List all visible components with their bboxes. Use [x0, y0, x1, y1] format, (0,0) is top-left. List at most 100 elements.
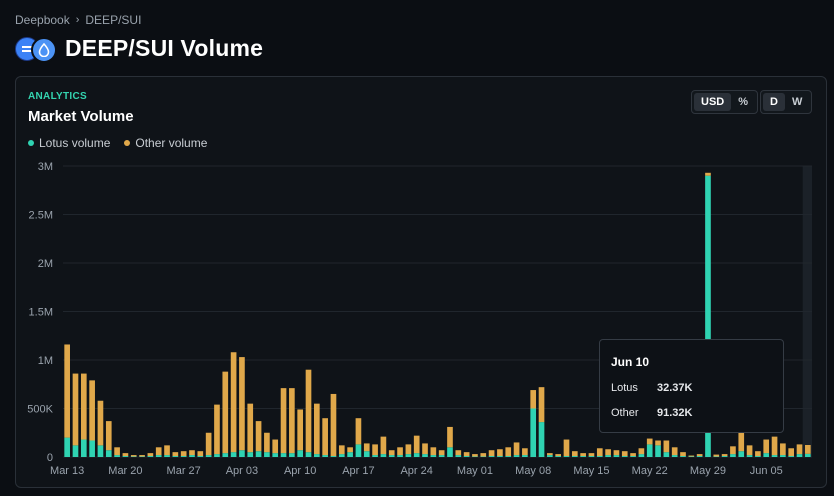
x-tick-label: May 08 [515, 465, 551, 477]
bar-other [80, 373, 87, 440]
bar-lotus [89, 440, 95, 457]
chart-tooltip: Jun 10 Lotus 32.37K Other 91.32K [599, 339, 784, 433]
breadcrumb-root[interactable]: Deepbook [15, 13, 70, 27]
bar-lotus [705, 175, 711, 457]
bar-lotus [788, 456, 795, 457]
x-tick-label: Apr 24 [400, 465, 432, 477]
bar-other [721, 454, 728, 457]
breadcrumb-current: DEEP/SUI [85, 13, 142, 27]
bar-lotus [239, 450, 245, 457]
bar-lotus [621, 456, 628, 457]
bar-other [380, 436, 387, 455]
bar-lotus [280, 453, 287, 457]
y-tick-label: 2.5M [29, 210, 53, 222]
bar-lotus [189, 455, 195, 457]
bar-other [272, 439, 279, 454]
bar-other [663, 440, 670, 453]
bar-lotus [505, 456, 512, 457]
bar-other [505, 447, 512, 457]
x-tick-label: Mar 13 [50, 465, 84, 477]
bar-lotus [313, 454, 320, 457]
bar-lotus [347, 452, 353, 457]
bar-lotus [405, 454, 412, 457]
bar-other [455, 450, 462, 456]
bar-lotus [455, 455, 462, 457]
x-tick-label: Mar 20 [108, 465, 142, 477]
bar-other [347, 447, 353, 453]
bar-other [746, 445, 753, 456]
tooltip-date: Jun 10 [611, 355, 650, 369]
legend-item-other[interactable]: Other volume [124, 136, 207, 150]
bar-other [580, 453, 586, 457]
bar-lotus [180, 456, 187, 457]
bar-other [205, 432, 212, 456]
bar-other [222, 371, 229, 454]
bar-other [64, 344, 70, 438]
legend-dot-lotus [28, 140, 34, 146]
bar-other [139, 455, 145, 457]
bar-lotus [780, 455, 786, 457]
bar-other [105, 421, 112, 451]
tooltip-lotus-label: Lotus [611, 382, 638, 394]
bar-lotus [655, 445, 661, 457]
bar-lotus [322, 455, 328, 457]
bar-lotus [613, 455, 620, 457]
legend-item-lotus[interactable]: Lotus volume [28, 136, 110, 150]
unit-toggle: USD % [691, 90, 759, 114]
bar-lotus [763, 453, 770, 457]
y-tick-label: 3M [38, 161, 53, 173]
bar-other [322, 418, 328, 456]
bar-lotus [663, 452, 670, 457]
period-toggle: D W [760, 90, 813, 114]
bar-lotus [64, 437, 70, 457]
bar-lotus [97, 445, 104, 457]
bar-other [214, 404, 220, 455]
bar-lotus [172, 456, 179, 457]
tooltip-other-label: Other [611, 407, 639, 419]
bar-lotus [114, 455, 120, 457]
bar-other [788, 448, 795, 457]
sui-drop-icon [31, 37, 57, 63]
bar-lotus [805, 453, 811, 457]
bar-other [155, 447, 162, 456]
bar-lotus [563, 456, 570, 457]
bar-lotus [380, 454, 387, 457]
bar-lotus [372, 455, 378, 457]
tooltip-other-value: 91.32K [657, 407, 693, 419]
chevron-right-icon: › [75, 14, 80, 26]
bar-other [355, 418, 362, 445]
bar-lotus [755, 456, 761, 457]
bar-other [130, 455, 137, 457]
bar-other [596, 448, 603, 457]
bar-other [705, 172, 711, 176]
daily-button[interactable]: D [763, 93, 785, 111]
legend-dot-other [124, 140, 131, 146]
bar-other [763, 439, 770, 454]
bar-lotus [72, 445, 79, 457]
bar-other [255, 421, 262, 452]
card-eyebrow: ANALYTICS [28, 91, 88, 102]
weekly-button[interactable]: W [791, 96, 803, 108]
bar-other [388, 450, 395, 456]
bar-lotus [588, 456, 595, 457]
percent-button[interactable]: % [738, 96, 749, 108]
x-tick-label: Apr 10 [284, 465, 316, 477]
usd-button[interactable]: USD [694, 93, 732, 111]
bar-other [621, 451, 628, 457]
bar-other [555, 454, 562, 457]
bar-lotus [721, 456, 728, 457]
bar-other [89, 380, 95, 441]
x-tick-label: May 15 [573, 465, 609, 477]
bar-other [771, 436, 778, 456]
bar-lotus [746, 455, 753, 457]
bar-other [488, 450, 495, 457]
pair-icons [15, 34, 57, 63]
bar-other [338, 445, 345, 455]
bar-other [313, 403, 320, 455]
bar-other [630, 453, 636, 457]
x-tick-label: Apr 17 [342, 465, 374, 477]
bar-other [605, 449, 611, 456]
bar-lotus [696, 456, 703, 457]
bar-other [405, 444, 412, 455]
